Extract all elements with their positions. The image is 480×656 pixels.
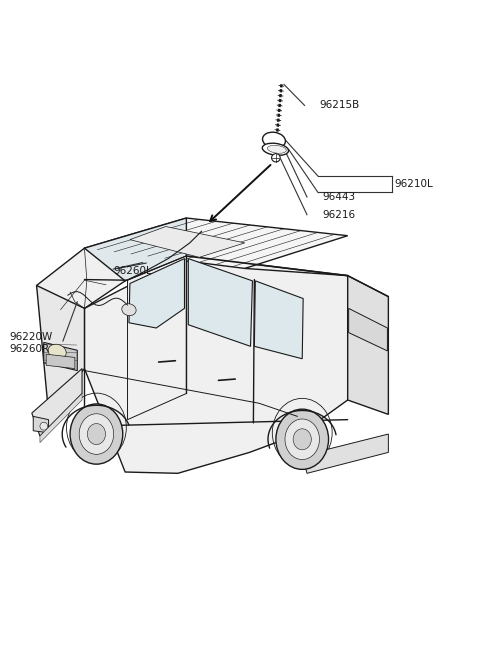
Polygon shape (84, 218, 186, 281)
Ellipse shape (293, 429, 312, 450)
Polygon shape (36, 248, 125, 331)
Polygon shape (44, 342, 77, 371)
Ellipse shape (285, 419, 320, 460)
Ellipse shape (262, 143, 288, 155)
Text: 96443: 96443 (323, 192, 356, 202)
Text: 96210L: 96210L (395, 179, 433, 190)
Text: 96260L: 96260L (113, 266, 152, 276)
Polygon shape (254, 281, 303, 359)
Ellipse shape (70, 404, 123, 464)
Polygon shape (348, 276, 388, 415)
Polygon shape (32, 369, 82, 436)
Polygon shape (129, 258, 184, 328)
Polygon shape (128, 256, 186, 420)
Ellipse shape (263, 132, 286, 148)
Ellipse shape (122, 304, 136, 316)
Ellipse shape (272, 154, 280, 162)
Ellipse shape (87, 424, 106, 445)
Polygon shape (84, 256, 348, 474)
Polygon shape (36, 285, 84, 413)
Ellipse shape (79, 414, 114, 455)
Polygon shape (46, 354, 75, 369)
Ellipse shape (48, 344, 66, 359)
Text: 96215B: 96215B (319, 100, 359, 110)
Polygon shape (188, 258, 252, 346)
Text: 96216: 96216 (323, 210, 356, 220)
Polygon shape (40, 394, 82, 443)
Polygon shape (302, 434, 388, 474)
Polygon shape (33, 417, 48, 433)
Ellipse shape (40, 422, 48, 430)
Polygon shape (130, 226, 245, 257)
Ellipse shape (276, 409, 328, 470)
Text: 96220W: 96220W (9, 331, 52, 342)
Polygon shape (348, 308, 387, 351)
Polygon shape (84, 218, 348, 268)
Text: 96260R: 96260R (9, 344, 49, 354)
Ellipse shape (267, 146, 286, 154)
